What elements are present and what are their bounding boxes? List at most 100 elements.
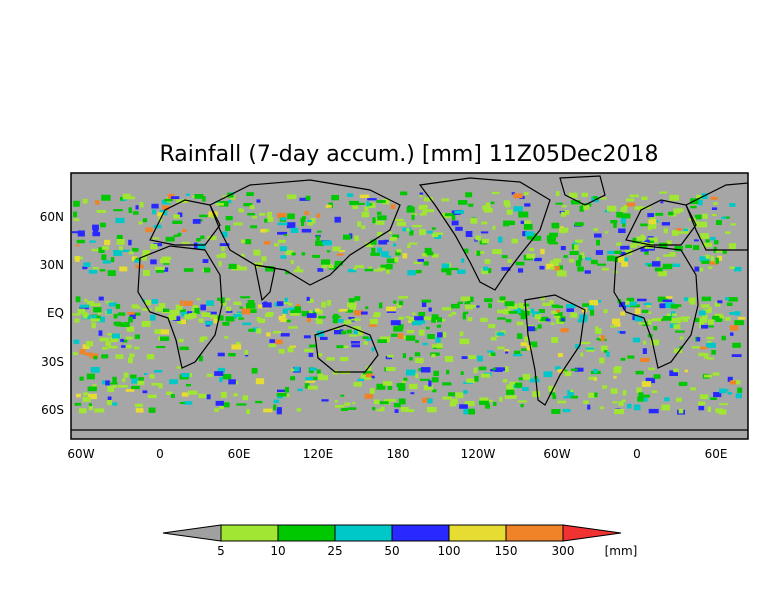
rain-cell bbox=[132, 247, 139, 252]
rain-cell bbox=[288, 326, 298, 329]
rain-cell bbox=[587, 404, 591, 410]
rain-cell bbox=[286, 319, 291, 323]
rain-cell bbox=[206, 373, 213, 377]
rain-cell bbox=[214, 408, 219, 412]
rain-cell bbox=[366, 366, 372, 371]
rain-cell bbox=[594, 233, 602, 238]
rain-cell bbox=[142, 250, 150, 256]
rain-cell bbox=[730, 332, 734, 336]
rain-cell bbox=[712, 315, 720, 320]
rain-cell bbox=[582, 303, 592, 307]
rain-cell bbox=[713, 392, 722, 398]
rain-cell bbox=[247, 309, 257, 313]
rain-cell bbox=[219, 405, 224, 409]
rain-cell bbox=[134, 334, 140, 339]
rain-cell bbox=[490, 336, 497, 341]
rain-cell bbox=[584, 270, 591, 274]
rain-cell bbox=[417, 259, 424, 262]
rain-cell bbox=[620, 357, 626, 361]
rain-cell bbox=[708, 319, 714, 325]
rain-cell bbox=[113, 209, 123, 212]
rain-cell bbox=[708, 325, 714, 328]
rain-cell bbox=[315, 316, 322, 322]
rain-cell bbox=[450, 398, 458, 404]
rain-cell bbox=[431, 227, 436, 230]
rain-cell bbox=[241, 253, 245, 258]
rain-cell bbox=[604, 231, 609, 234]
rain-cell bbox=[640, 223, 648, 227]
rain-cell bbox=[436, 343, 443, 349]
rain-cell bbox=[706, 342, 716, 348]
rain-cell bbox=[394, 218, 404, 221]
rain-cell bbox=[481, 373, 491, 378]
coastline-asia-2 bbox=[685, 182, 749, 251]
rain-cell bbox=[707, 357, 714, 360]
rain-cell bbox=[73, 200, 80, 207]
rain-cell bbox=[455, 226, 463, 231]
rain-cell bbox=[96, 209, 107, 213]
rain-cell bbox=[265, 266, 275, 272]
rain-cell bbox=[346, 329, 352, 334]
rain-cell bbox=[301, 252, 306, 256]
rain-cell bbox=[599, 406, 604, 410]
rain-cell bbox=[464, 301, 471, 305]
rain-cell bbox=[240, 296, 250, 299]
rain-cell bbox=[643, 302, 652, 306]
rain-cell bbox=[551, 409, 561, 414]
rain-cell bbox=[158, 303, 166, 309]
rain-cell bbox=[161, 256, 172, 260]
rain-cell bbox=[478, 366, 487, 371]
rain-cell bbox=[602, 385, 608, 389]
rain-cell bbox=[419, 229, 426, 236]
rain-cell bbox=[442, 382, 452, 386]
rain-cell bbox=[108, 302, 117, 307]
coastlines bbox=[71, 175, 749, 431]
rain-cell bbox=[607, 205, 617, 212]
rain-cell bbox=[653, 326, 658, 331]
rain-cell bbox=[488, 303, 492, 309]
rain-cell bbox=[304, 348, 314, 353]
rain-cell bbox=[76, 239, 85, 244]
rain-cell bbox=[433, 370, 439, 376]
rain-cell bbox=[468, 203, 474, 207]
rain-cell bbox=[518, 302, 528, 309]
rain-cell bbox=[601, 267, 609, 271]
rain-cell bbox=[210, 315, 218, 319]
rain-cell bbox=[693, 245, 700, 251]
rain-cell bbox=[88, 405, 94, 411]
rain-cell bbox=[497, 346, 505, 350]
rain-cell bbox=[574, 367, 584, 372]
rain-cell bbox=[261, 302, 272, 308]
rain-cell bbox=[428, 380, 432, 387]
rain-cell bbox=[194, 194, 204, 199]
rain-cell bbox=[418, 312, 426, 317]
rain-cell bbox=[549, 266, 555, 270]
rain-cell bbox=[480, 317, 488, 322]
rain-cell bbox=[154, 329, 164, 334]
rain-cell bbox=[105, 341, 111, 347]
rain-cell bbox=[648, 219, 657, 224]
rain-cell bbox=[578, 255, 583, 261]
rain-cell bbox=[636, 387, 642, 393]
rain-cell bbox=[198, 355, 203, 362]
rain-cell bbox=[79, 408, 87, 414]
rain-cell bbox=[264, 313, 273, 318]
rain-cell bbox=[400, 407, 409, 412]
rain-cell bbox=[350, 341, 360, 344]
rain-cell bbox=[511, 238, 519, 244]
rain-cell bbox=[215, 202, 224, 206]
rain-cell bbox=[411, 319, 422, 326]
rain-cell bbox=[217, 297, 221, 301]
rain-cell bbox=[387, 386, 393, 390]
rain-cell bbox=[366, 337, 371, 341]
rain-cell bbox=[320, 336, 328, 340]
rain-cell bbox=[585, 257, 592, 261]
rain-cell bbox=[107, 386, 115, 392]
rain-cell bbox=[79, 306, 89, 310]
rain-cell bbox=[73, 211, 77, 218]
rain-cell bbox=[451, 220, 459, 226]
rain-cell bbox=[459, 331, 464, 337]
rain-cell bbox=[338, 250, 345, 253]
rain-cell bbox=[94, 408, 105, 413]
rain-cell bbox=[583, 205, 590, 210]
